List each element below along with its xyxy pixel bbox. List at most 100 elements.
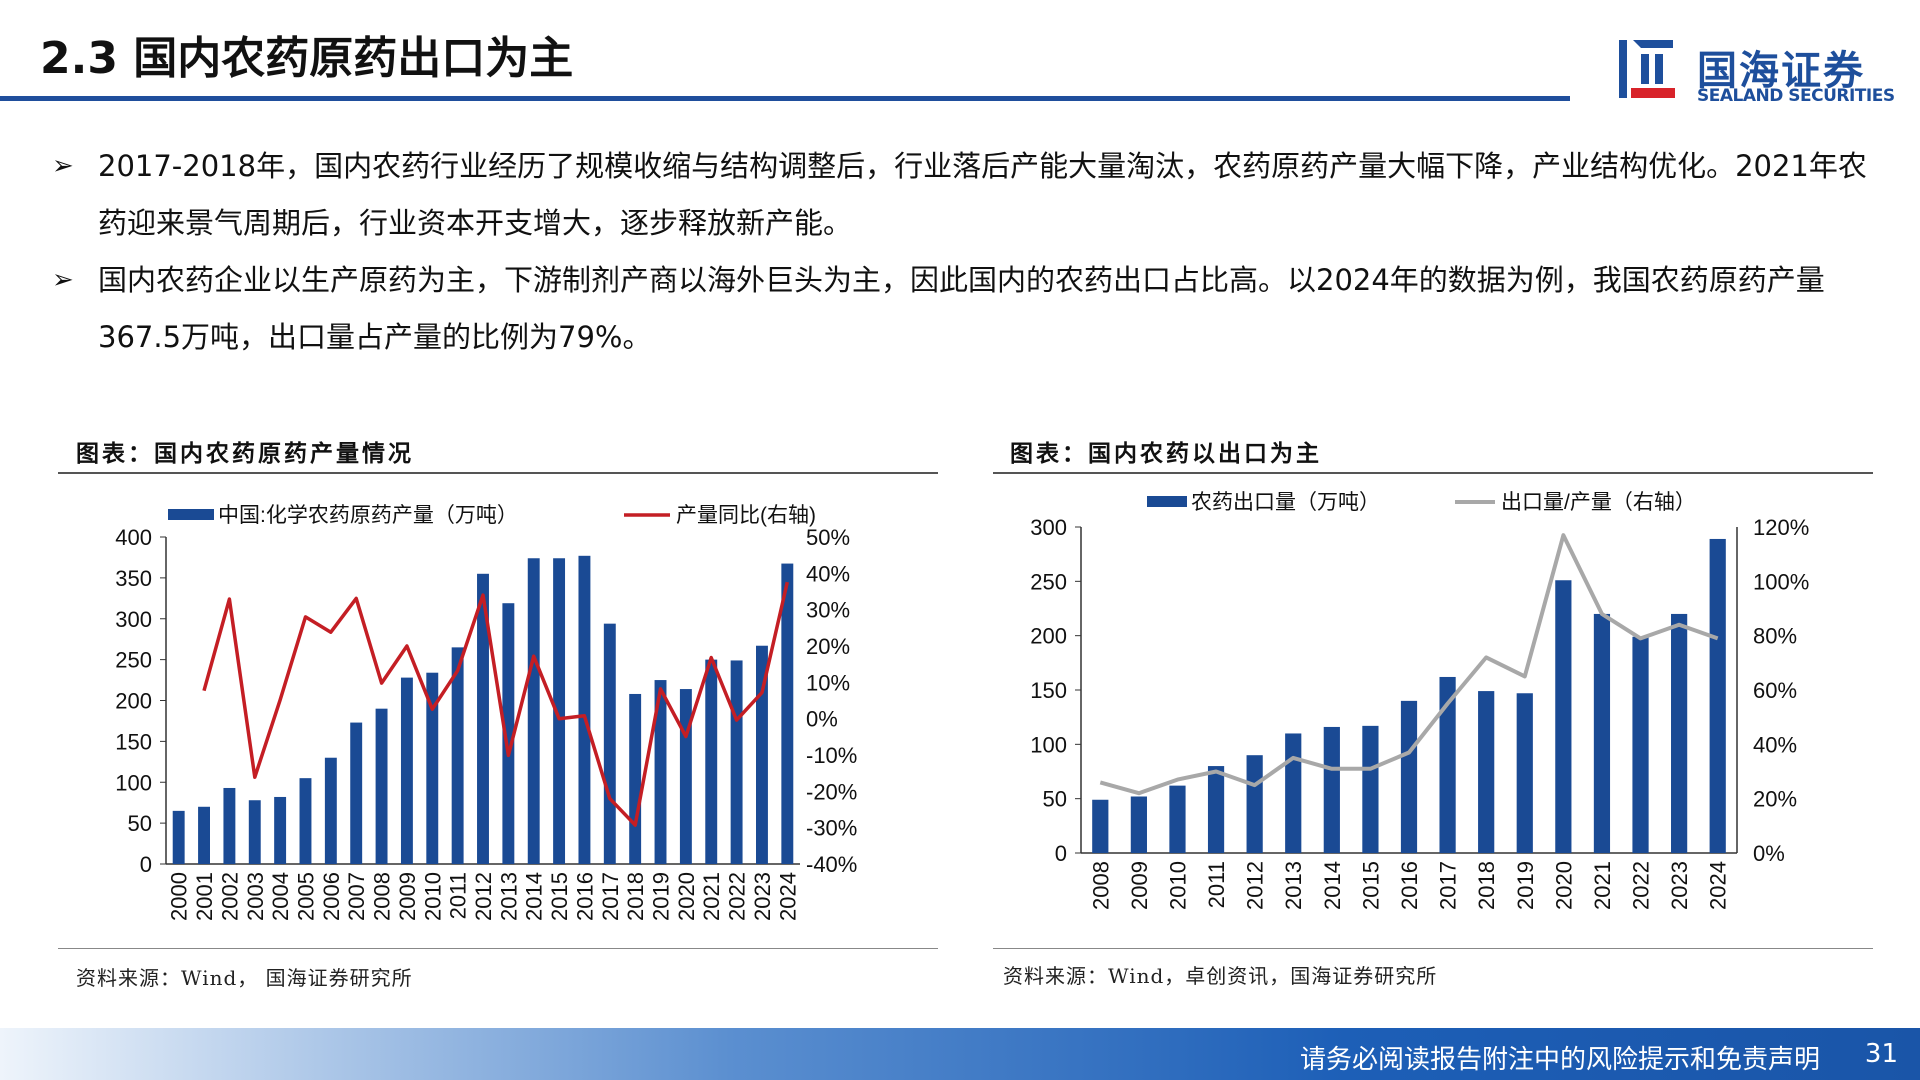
bar [730, 660, 743, 864]
left-title-rule [58, 472, 938, 474]
page-title: 2.3 国内农药原药出口为主 [40, 33, 574, 84]
y-tick-label-left: 50 [1043, 787, 1067, 812]
bar [1671, 613, 1688, 853]
footer-disclaimer: 请务必阅读报告附注中的风险提示和免责声明 [1299, 1045, 1820, 1075]
y-tick-label-left: 50 [128, 811, 152, 836]
x-tick-label: 2003 [243, 872, 268, 921]
y-tick-label-left: 250 [1030, 569, 1067, 594]
y-tick-label-left: 0 [1055, 841, 1067, 866]
y-tick-label-right: 40% [1753, 732, 1797, 757]
bar [654, 680, 667, 864]
arrow-bullet-icon: ➢ [52, 151, 74, 181]
x-tick-label: 2011 [446, 872, 471, 919]
bar [172, 810, 185, 864]
y-tick-label-left: 200 [115, 689, 152, 714]
y-tick-label-left: 200 [1030, 624, 1067, 649]
y-tick-label-right: 80% [1753, 624, 1797, 649]
y-tick-label-left: 100 [1030, 732, 1067, 757]
bar [299, 778, 312, 864]
bar [1632, 636, 1649, 853]
y-tick-label-left: 150 [1030, 678, 1067, 703]
y-tick-label-right: 50% [806, 525, 850, 550]
y-tick-label-right: -10% [806, 743, 857, 768]
x-tick-label: 2019 [649, 872, 674, 921]
legend-line-label: 产量同比(右轴) [676, 504, 816, 527]
x-tick-label: 2018 [1474, 861, 1499, 910]
bar [400, 677, 413, 864]
series-line [1099, 533, 1719, 796]
x-tick-label: 2012 [471, 872, 496, 921]
x-tick-label: 2004 [268, 872, 293, 921]
y-tick-label-right: 20% [1753, 787, 1797, 812]
y-tick-label-right: 60% [1753, 678, 1797, 703]
bar [451, 647, 464, 864]
right-chart-title: 图表：国内农药以出口为主 [1010, 440, 1322, 467]
legend-line-label: 出口量/产量（右轴） [1501, 491, 1696, 514]
y-tick-label-left: 300 [1030, 515, 1067, 540]
bar [603, 623, 616, 864]
bar [1555, 580, 1572, 853]
x-tick-label: 2014 [1320, 861, 1345, 910]
bar [248, 800, 261, 864]
bar [223, 787, 236, 864]
bar [578, 555, 591, 864]
x-tick-label: 2019 [1513, 861, 1538, 910]
x-tick-label: 2016 [1397, 861, 1422, 910]
x-tick-label: 2009 [395, 872, 420, 921]
bar [477, 573, 489, 864]
arrow-bullet-icon: ➢ [52, 265, 74, 295]
y-tick-label-right: 20% [806, 634, 850, 659]
x-tick-label: 2009 [1127, 861, 1152, 910]
bar [274, 796, 287, 864]
bar [1285, 733, 1302, 853]
logo-chinese-name: 国海证券 [1697, 48, 1865, 94]
left-source-note: 资料来源：Wind， 国海证券研究所 [76, 966, 413, 990]
x-tick-label: 2008 [1088, 861, 1113, 910]
x-tick-label: 2020 [674, 872, 699, 921]
x-tick-label: 2012 [1243, 861, 1268, 910]
left-chart-title: 图表：国内农药原药产量情况 [76, 440, 414, 467]
footer-bar: 请务必阅读报告附注中的风险提示和免责声明 31 [0, 1028, 1920, 1080]
bar [705, 659, 718, 864]
x-tick-label: 2024 [1706, 861, 1731, 910]
bar [1130, 796, 1147, 853]
x-tick-label: 2023 [750, 872, 775, 921]
bullet-text: 2017-2018年，国内农药行业经历了规模收缩与结构调整后，行业落后产能大量淘… [98, 149, 1867, 240]
bar [1709, 538, 1726, 853]
x-tick-label: 2005 [293, 872, 318, 921]
x-tick-label: 2018 [623, 872, 648, 921]
right-source-note: 资料来源：Wind，卓创资讯，国海证券研究所 [1003, 964, 1438, 988]
bar [756, 645, 768, 864]
sealand-logo-icon [1619, 40, 1675, 98]
left-source-rule [58, 948, 938, 949]
x-tick-label: 2002 [217, 872, 242, 921]
bar [1593, 613, 1611, 853]
y-tick-label-right: 0% [806, 707, 838, 732]
bar [350, 722, 363, 864]
y-tick-label-left: 0 [140, 852, 152, 877]
bar [679, 689, 692, 864]
x-tick-label: 2013 [496, 872, 521, 921]
bar [426, 672, 439, 864]
right-title-rule [993, 472, 1873, 474]
y-tick-label-right: 120% [1753, 515, 1809, 540]
bar [553, 558, 566, 864]
bar [781, 563, 794, 864]
x-tick-label: 2015 [1358, 861, 1383, 910]
legend-bar-swatch [1147, 496, 1187, 507]
series-line [202, 581, 790, 827]
right-chart: 0 50 100 150 200 250 300 0% 20% 40% 60% 80% 100% 120%… [1030, 491, 1809, 910]
legend-bar-swatch [168, 509, 214, 520]
y-tick-label-left: 150 [115, 729, 152, 754]
bar [1207, 766, 1225, 853]
x-tick-label: 2000 [167, 872, 192, 921]
x-tick-label: 2023 [1667, 861, 1692, 910]
bar [1323, 726, 1340, 853]
bar [1400, 700, 1418, 853]
bullet-item: ➢ 国内农药企业以生产原药为主，下游制剂产商以海外巨头为主，因此国内的农药出口占… [52, 252, 1882, 366]
bar [1478, 691, 1495, 853]
y-tick-label-right: 100% [1753, 569, 1809, 594]
y-tick-label-right: -20% [806, 779, 857, 804]
x-tick-label: 2021 [1590, 861, 1615, 910]
company-logo: 国海证券 SEALAND SECURITIES [1615, 36, 1895, 106]
